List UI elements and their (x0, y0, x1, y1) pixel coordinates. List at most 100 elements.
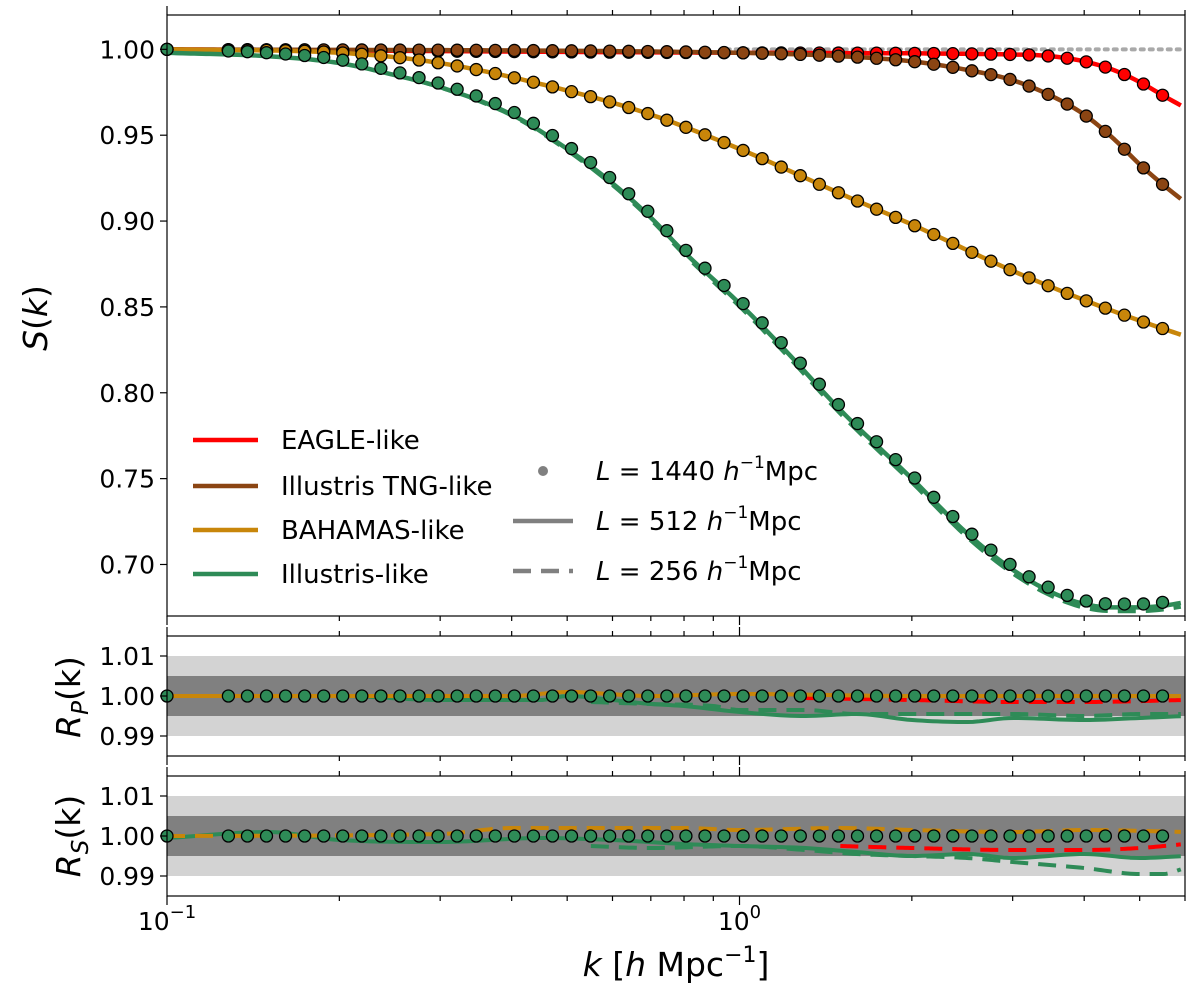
eagle-like-data-point (946, 47, 960, 61)
middle-panel-data-point (774, 689, 788, 703)
bahamas-like-data-point (393, 51, 407, 65)
illustris-tng-like-data-point (946, 60, 960, 74)
middle-panel-data-point (888, 689, 903, 703)
illustris-tng-like-data-point (755, 46, 769, 60)
illustris-tng-like-data-point (831, 49, 846, 63)
illustris-tng-like-data-point (564, 44, 579, 58)
middle-panel-data-point (1136, 689, 1151, 703)
middle-panel-data-point (793, 689, 807, 703)
bottom-panel-illustris-like-dashed-line (590, 844, 1182, 876)
bottom-panel-data-point (336, 829, 350, 843)
illustris-like-data-point (412, 70, 426, 85)
eagle-like-data-point (1155, 88, 1170, 102)
illustris-like-data-point (717, 278, 731, 293)
middle-panel-data-point (526, 689, 541, 703)
middle-panel-data-point (431, 689, 445, 703)
legend-label: Illustris-like (281, 560, 429, 590)
middle-panel-data-point (564, 689, 579, 703)
eagle-like-data-point (1003, 47, 1017, 62)
illustris-like-data-point (850, 416, 865, 431)
bottom-panel-y-tick-label: 0.99 (99, 862, 155, 891)
illustris-tng-like-data-point (488, 43, 502, 58)
bottom-panel-data-point (431, 829, 445, 843)
bottom-panel-data-point (965, 829, 979, 843)
illustris-tng-like-data-point (431, 43, 445, 57)
bottom-panel-data-point (583, 829, 598, 843)
illustris-tng-like-data-point (603, 44, 617, 58)
bottom-panel-data-point (412, 829, 426, 843)
middle-panel-data-point (736, 689, 750, 703)
middle-panel-data-point (278, 689, 293, 703)
middle-panel-data-point (412, 689, 426, 703)
x-tick-label: 10−1 (138, 902, 196, 936)
bahamas-like-data-point (698, 128, 712, 142)
illustris-like-data-point (793, 356, 807, 370)
middle-panel-data-point (755, 689, 769, 703)
legend-label-box-size: L = 1440 h−1Mpc (596, 453, 818, 487)
bottom-panel-data-point (221, 829, 236, 843)
illustris-like-data-point (1041, 580, 1055, 594)
illustris-tng-like-data-point (1155, 177, 1170, 191)
bottom-panel-data-point (660, 829, 674, 843)
illustris-like-data-point (583, 155, 598, 170)
bahamas-like-data-point (774, 160, 788, 174)
illustris-like-data-point (297, 48, 312, 63)
illustris-tng-like-data-point (869, 51, 884, 65)
illustris-tng-like-data-point (888, 53, 903, 67)
illustris-like-data-point (908, 471, 922, 485)
middle-panel-eagle-like-dashed-line (804, 696, 1181, 704)
illustris-like-data-point (317, 50, 331, 65)
illustris-like-data-point (984, 543, 998, 557)
middle-panel-data-point (927, 689, 941, 703)
eagle-like-data-point (984, 47, 998, 61)
middle-panel-data-point (698, 689, 712, 703)
illustris-like-data-point (946, 509, 960, 524)
bottom-panel-data-point (946, 829, 960, 843)
bottom-panel-data-point (507, 829, 521, 843)
y-axis-title-s-of-k: S(k) (16, 285, 55, 351)
middle-panel-data-point (583, 689, 598, 703)
middle-panel-data-point (850, 689, 865, 703)
middle-panel-data-point (317, 689, 331, 703)
bahamas-like-data-point (1079, 294, 1093, 308)
bottom-panel-data-point (1022, 829, 1036, 843)
middle-panel-data-point (393, 689, 407, 703)
legend-label: Illustris TNG-like (281, 472, 493, 502)
middle-panel-data-point (641, 689, 655, 703)
illustris-tng-like-data-point (679, 45, 693, 59)
illustris-tng-like-data-point (622, 44, 636, 58)
bottom-panel-data-point (488, 829, 502, 843)
bottom-panel-data-point (240, 829, 255, 843)
bottom-panel-data-point (1079, 829, 1093, 843)
middle-panel-data-point (908, 689, 922, 703)
illustris-like-data-point (355, 57, 369, 71)
middle-panel-illustris-like-dashed-line (590, 700, 1181, 718)
top-panel-s-of-k: 0.70 0.75 0.80 0.85 0.90 0.95 1.00 S(k) EAGLE-li… (16, 6, 1187, 625)
middle-panel-y-tick-label: 0.99 (99, 722, 155, 751)
middle-panel-data-point (450, 689, 464, 703)
bottom-panel-data-point (774, 829, 788, 843)
bahamas-like-data-point (450, 59, 464, 73)
middle-panel-data-point (545, 689, 560, 703)
illustris-like-data-point (1098, 597, 1112, 611)
bahamas-like-data-point (507, 71, 521, 85)
bahamas-like-data-point (412, 53, 426, 67)
illustris-like-data-point (812, 377, 827, 391)
bahamas-like-data-point (869, 202, 884, 216)
bahamas-like-data-point (927, 227, 941, 242)
middle-panel-data-point (717, 689, 731, 703)
bahamas-like-data-point (831, 186, 846, 200)
middle-panel-data-point (1155, 689, 1170, 703)
eagle-like-data-point (1041, 49, 1055, 63)
illustris-tng-like-data-point (984, 67, 998, 82)
bahamas-like-data-point (812, 177, 827, 191)
bottom-panel-data-point (831, 829, 846, 843)
middle-panel-data-point (355, 689, 369, 703)
top-panel-y-tick-label: 0.90 (99, 207, 155, 236)
bahamas-like-data-point (469, 62, 483, 77)
illustris-like-data-point (1079, 594, 1093, 608)
bottom-panel-y-axis-title: RS(k) (49, 795, 94, 877)
illustris-like-data-point (336, 53, 350, 67)
bottom-panel-data-point (1003, 829, 1017, 843)
